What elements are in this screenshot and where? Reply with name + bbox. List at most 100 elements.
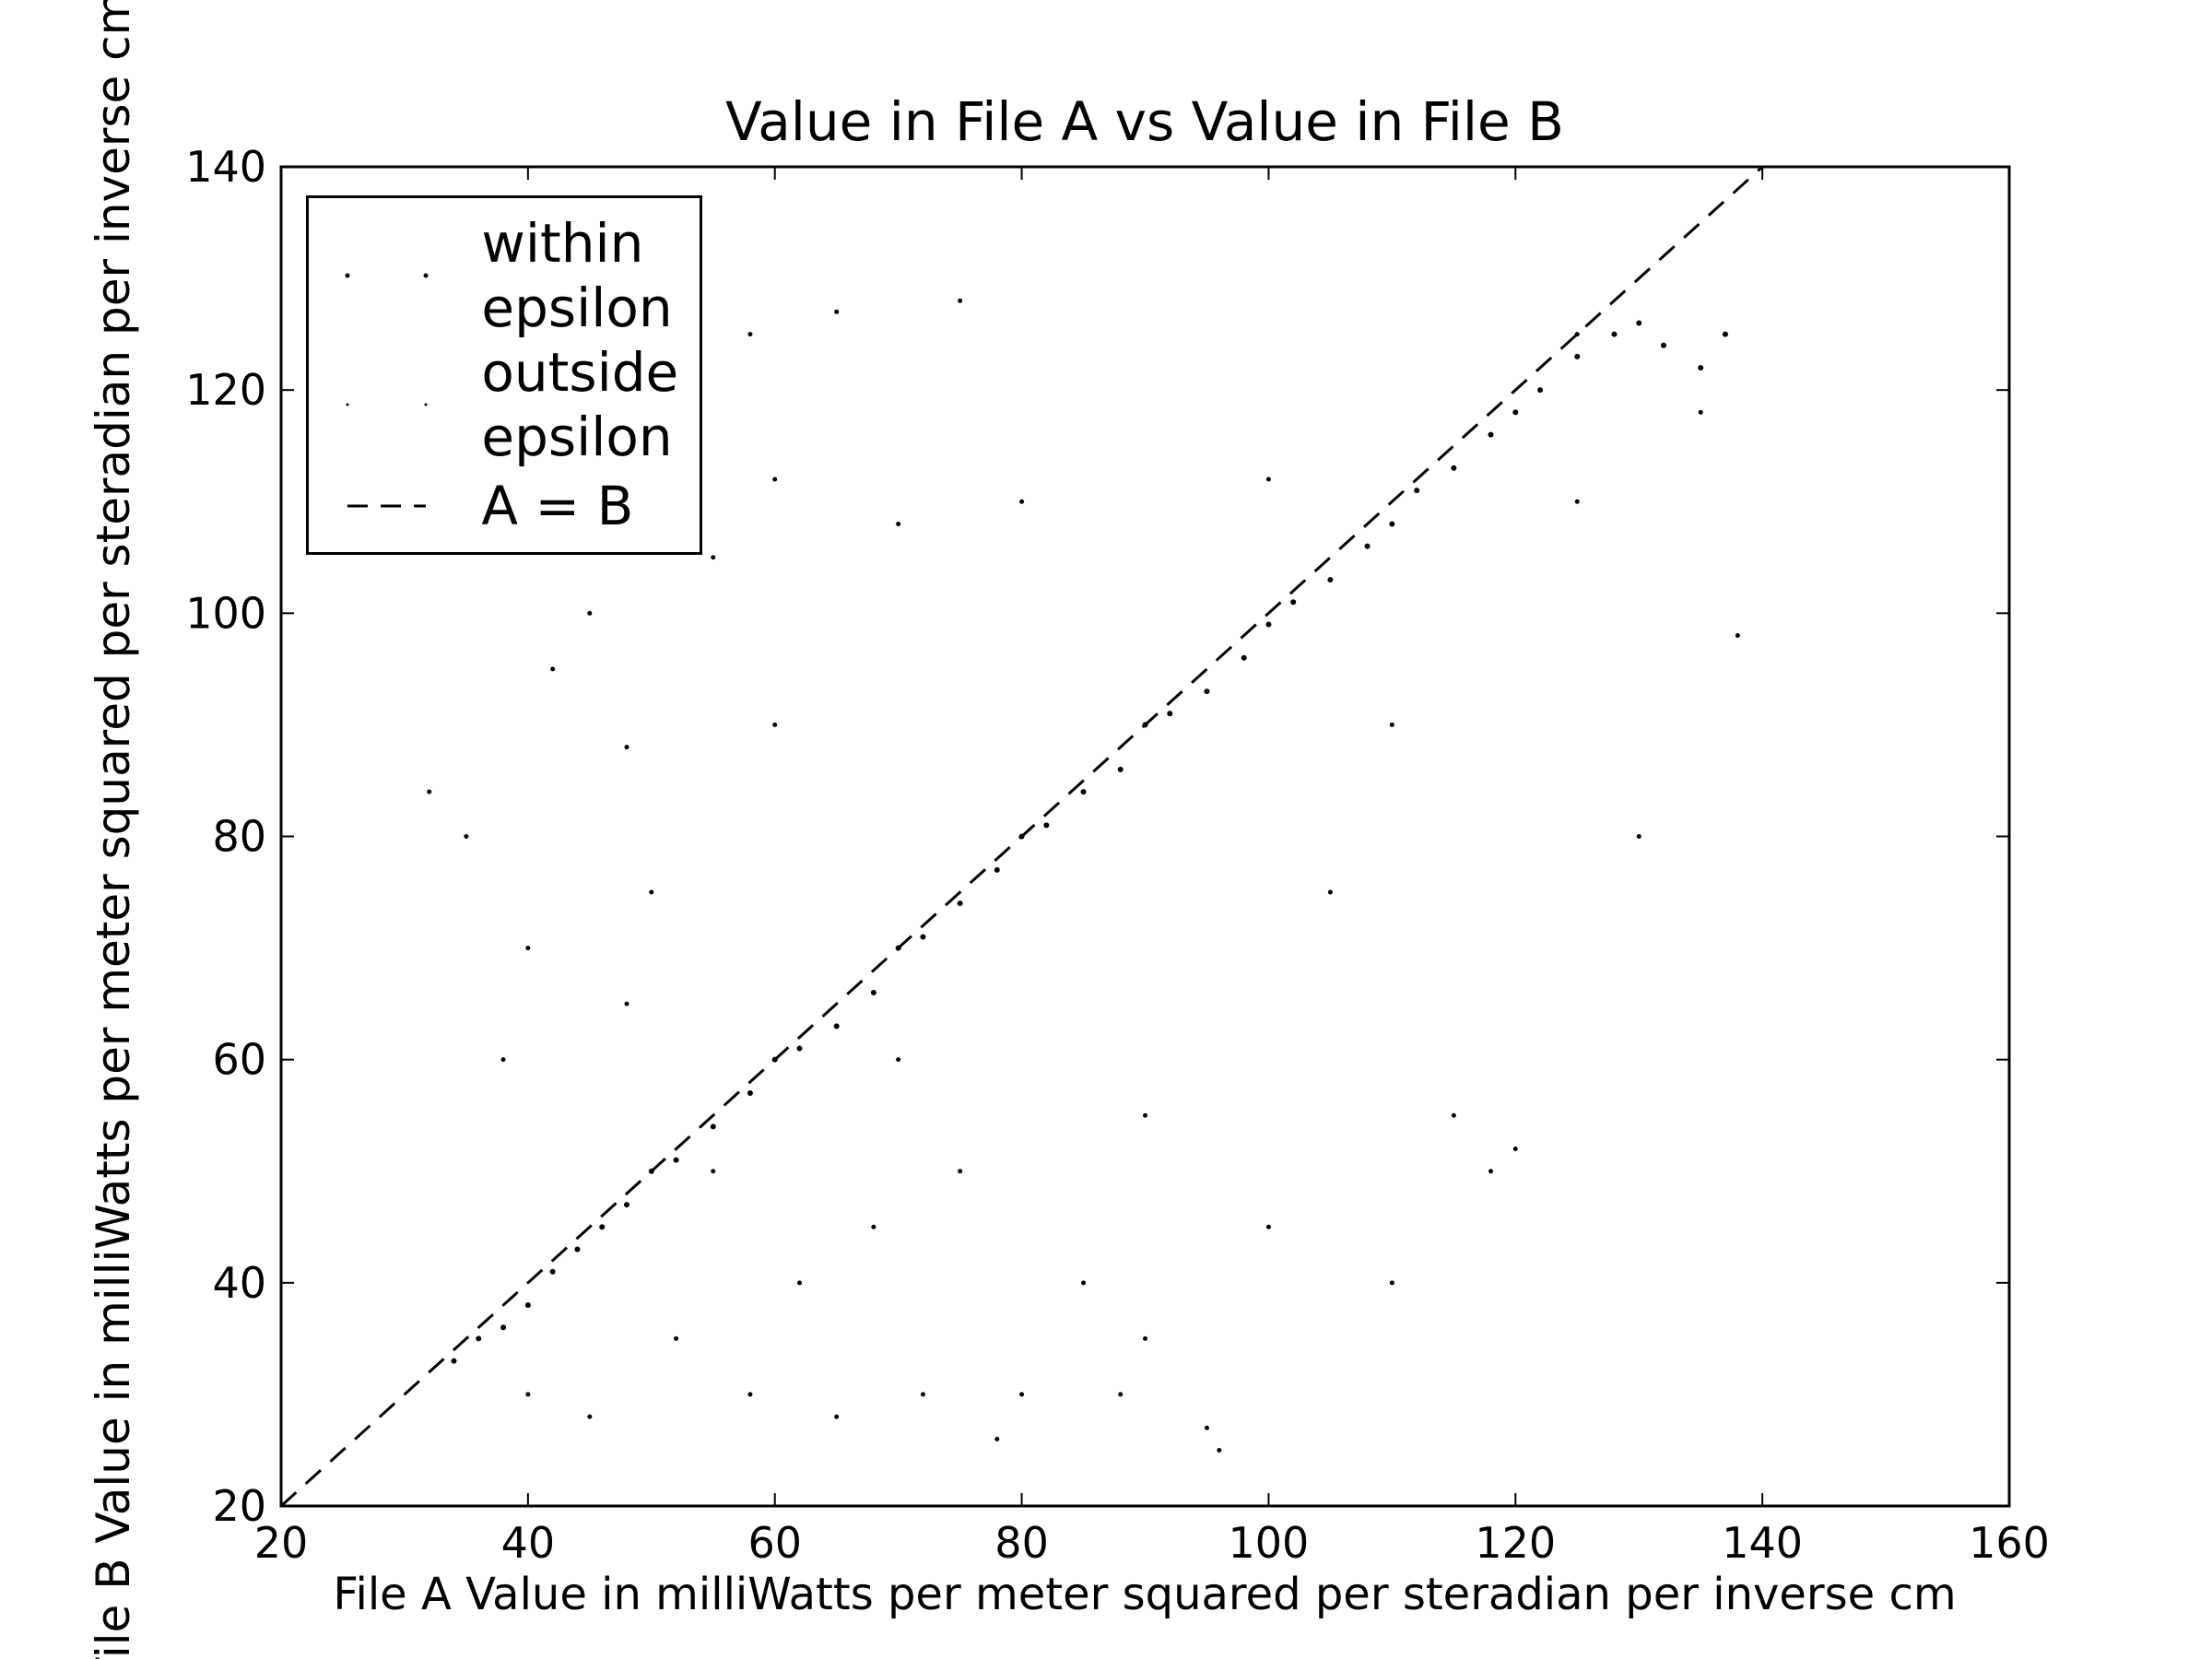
legend-marker — [347, 504, 426, 508]
scatter-point — [1019, 499, 1025, 504]
scatter-point — [1217, 1447, 1222, 1453]
scatter-point — [1204, 1425, 1209, 1430]
scatter-point — [673, 1157, 679, 1163]
scatter-point — [1143, 1112, 1147, 1118]
scatter-point — [1290, 599, 1297, 606]
x-tick-label: 80 — [994, 1518, 1049, 1568]
scatter-point — [747, 332, 753, 337]
scatter-point — [525, 1392, 531, 1397]
scatter-point — [797, 1280, 802, 1286]
scatter-point — [833, 1023, 840, 1030]
legend-dot — [424, 403, 428, 406]
scatter-point — [476, 1335, 482, 1342]
scatter-point — [958, 298, 963, 303]
scatter-point — [710, 1124, 716, 1130]
scatter-point — [1118, 1392, 1124, 1397]
scatter-point — [1636, 320, 1642, 326]
scatter-point — [1117, 766, 1124, 772]
y-tick-label: 60 — [212, 1035, 266, 1085]
scatter-point — [1204, 688, 1210, 695]
scatter-point — [524, 1302, 531, 1309]
x-tick-label: 20 — [254, 1518, 309, 1568]
scatter-point — [451, 1358, 457, 1364]
scatter-point — [1451, 465, 1457, 471]
scatter-point — [896, 521, 901, 526]
legend-dot — [346, 403, 349, 406]
legend-label: outside epsilon — [481, 341, 679, 468]
scatter-point — [1389, 521, 1395, 527]
scatter-point — [1574, 499, 1580, 504]
scatter-point — [747, 1392, 753, 1397]
scatter-point — [1512, 409, 1519, 416]
legend-marker — [345, 273, 429, 278]
scatter-point — [1364, 543, 1371, 549]
scatter-point — [1143, 1335, 1147, 1341]
x-axis-label: File A Value in milliWatts per meter squ… — [333, 1569, 1956, 1620]
scatter-point — [1265, 477, 1271, 482]
scatter-point — [599, 1224, 606, 1230]
chart-title: Value in File A vs Value in File B — [725, 90, 1564, 153]
scatter-point — [1636, 834, 1641, 839]
scatter-point — [587, 1414, 593, 1419]
scatter-point — [624, 745, 629, 750]
scatter-point — [550, 666, 556, 672]
scatter-point — [1080, 789, 1087, 795]
scatter-point — [1574, 353, 1581, 359]
legend: within epsilon outside epsilon A = B — [306, 195, 702, 555]
scatter-point — [1019, 1392, 1025, 1397]
scatter-point — [1043, 822, 1050, 829]
scatter-point — [587, 610, 593, 616]
scatter-point — [500, 1324, 507, 1331]
scatter-point — [871, 1224, 877, 1230]
scatter-point — [649, 889, 654, 895]
scatter-point — [772, 477, 778, 482]
scatter-point — [1512, 1147, 1518, 1152]
y-tick-label: 80 — [212, 812, 266, 862]
scatter-point — [870, 990, 877, 996]
scatter-point — [624, 1001, 629, 1006]
scatter-point — [1722, 331, 1728, 337]
scatter-point — [1081, 1280, 1087, 1286]
scatter-point — [1241, 654, 1247, 661]
scatter-point — [1414, 488, 1420, 494]
scatter-point — [796, 1045, 803, 1052]
legend-item: outside epsilon — [309, 340, 700, 469]
scatter-point — [1389, 1280, 1394, 1286]
scatter-point — [957, 900, 963, 907]
scatter-point — [1451, 1112, 1456, 1118]
legend-item: within epsilon — [309, 211, 700, 340]
scatter-point — [464, 834, 469, 839]
scatter-point — [994, 866, 1000, 873]
scatter-point — [1537, 387, 1544, 394]
scatter-point — [834, 309, 840, 314]
y-tick-label: 140 — [185, 142, 266, 192]
scatter-point — [624, 1202, 629, 1208]
y-axis-label: File B Value in milliWatts per meter squ… — [87, 0, 140, 1659]
legend-dot — [345, 273, 350, 278]
scatter-point — [994, 1436, 1000, 1441]
x-tick-label: 140 — [1722, 1518, 1803, 1568]
scatter-point — [1574, 332, 1580, 337]
scatter-point — [1327, 889, 1333, 895]
scatter-point — [747, 1089, 753, 1096]
scatter-point — [1611, 331, 1618, 337]
scatter-point — [1327, 577, 1334, 583]
scatter-point — [1698, 409, 1703, 415]
scatter-point — [549, 1268, 556, 1275]
scatter-point — [1661, 342, 1666, 348]
scatter-point — [427, 789, 432, 794]
legend-dot — [423, 273, 429, 278]
x-tick-label: 100 — [1229, 1518, 1310, 1568]
legend-marker — [346, 403, 428, 406]
scatter-point — [1735, 633, 1740, 639]
y-tick-label: 20 — [212, 1481, 266, 1531]
x-tick-label: 120 — [1475, 1518, 1556, 1568]
y-tick-label: 40 — [212, 1258, 266, 1308]
scatter-point — [1167, 711, 1173, 717]
scatter-point — [1265, 621, 1272, 628]
y-tick-label: 120 — [185, 365, 266, 415]
scatter-point — [896, 1057, 901, 1063]
scatter-point — [1265, 1224, 1271, 1230]
legend-label: A = B — [481, 475, 634, 537]
scatter-point — [958, 1169, 963, 1174]
